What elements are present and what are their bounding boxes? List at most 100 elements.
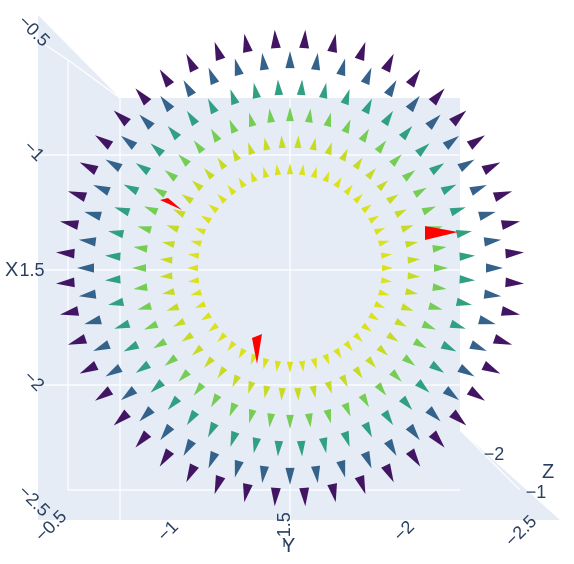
gridline	[459, 329, 521, 381]
cone	[159, 69, 175, 88]
cone	[186, 53, 199, 73]
cone	[339, 148, 348, 162]
cone	[492, 334, 513, 345]
cone	[442, 386, 459, 401]
cone	[208, 98, 219, 115]
cone	[190, 289, 202, 296]
cone	[194, 227, 207, 235]
cone	[114, 207, 131, 217]
cone	[432, 245, 447, 253]
cone	[500, 220, 520, 230]
y-axis-title: Y	[282, 535, 295, 557]
cone	[162, 241, 175, 248]
cone	[405, 69, 421, 88]
cone	[374, 140, 387, 154]
cone	[133, 245, 148, 253]
cone	[505, 248, 524, 259]
cone	[400, 225, 414, 233]
cone	[412, 187, 427, 198]
cone	[190, 240, 202, 247]
cone	[400, 303, 414, 311]
cone	[186, 409, 200, 426]
back-pane	[38, 15, 460, 520]
cone	[243, 33, 253, 53]
cone	[360, 450, 372, 469]
cone	[187, 252, 200, 259]
cone	[139, 406, 155, 422]
cone	[200, 312, 212, 321]
cone	[243, 483, 253, 503]
cone	[286, 107, 294, 122]
gridline	[37, 39, 69, 61]
cone	[187, 264, 198, 272]
cone	[361, 421, 372, 438]
cone	[267, 108, 276, 123]
side-pane	[460, 98, 560, 520]
cone	[323, 408, 331, 424]
cone	[135, 360, 151, 373]
cone	[483, 289, 502, 299]
cone	[384, 438, 397, 456]
cone	[434, 264, 448, 272]
cone	[421, 320, 436, 330]
cone	[166, 303, 180, 311]
cone	[191, 180, 204, 192]
cone	[248, 380, 256, 394]
cone	[159, 272, 173, 280]
cone	[137, 226, 152, 234]
cone	[299, 29, 310, 49]
cone	[343, 340, 353, 352]
cone	[113, 409, 131, 426]
cone	[167, 395, 182, 410]
cone	[432, 283, 447, 291]
cone	[466, 135, 485, 150]
cone	[249, 408, 257, 424]
cone	[440, 184, 457, 196]
cone	[425, 114, 441, 130]
cone	[227, 340, 237, 352]
cone	[304, 108, 313, 123]
cone	[187, 277, 200, 284]
cone	[229, 119, 239, 134]
cone	[500, 306, 520, 316]
cone	[294, 135, 302, 149]
cone	[181, 331, 194, 342]
cone	[78, 289, 97, 299]
cone-field	[56, 29, 524, 507]
cone	[378, 289, 390, 296]
cone	[376, 180, 389, 192]
cone	[162, 288, 175, 295]
cone	[144, 206, 159, 216]
cone	[381, 53, 394, 73]
cone	[79, 162, 99, 175]
cone	[449, 409, 467, 426]
cone	[232, 374, 241, 388]
cone	[442, 135, 459, 150]
cone	[121, 386, 138, 401]
cone	[339, 374, 348, 388]
cone	[263, 357, 270, 370]
cone	[299, 487, 310, 507]
cone	[183, 438, 196, 456]
cone	[322, 353, 330, 365]
cone	[457, 159, 475, 172]
cone	[135, 430, 152, 448]
cone	[309, 137, 317, 151]
cone	[352, 157, 363, 170]
cone	[186, 463, 199, 483]
cone	[84, 315, 102, 325]
cone	[139, 114, 155, 130]
cone	[324, 142, 332, 156]
cone	[394, 209, 407, 218]
cone	[285, 51, 295, 69]
cone	[401, 354, 416, 366]
cone	[114, 319, 131, 329]
cone	[194, 301, 207, 309]
cone	[304, 413, 313, 428]
cone	[214, 475, 226, 495]
cone	[274, 79, 284, 96]
cone	[67, 191, 88, 202]
cone	[183, 80, 196, 98]
cone	[415, 379, 430, 393]
